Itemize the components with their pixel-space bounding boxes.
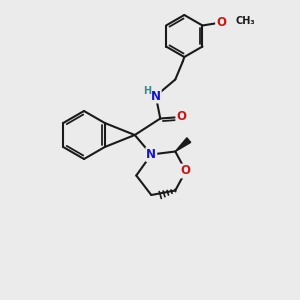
- Text: O: O: [176, 110, 186, 124]
- Polygon shape: [175, 138, 191, 152]
- Text: N: N: [151, 89, 161, 103]
- Text: O: O: [181, 164, 191, 178]
- Text: O: O: [216, 16, 226, 29]
- Text: CH₃: CH₃: [236, 16, 255, 26]
- Text: N: N: [146, 148, 156, 161]
- Text: H: H: [143, 85, 151, 96]
